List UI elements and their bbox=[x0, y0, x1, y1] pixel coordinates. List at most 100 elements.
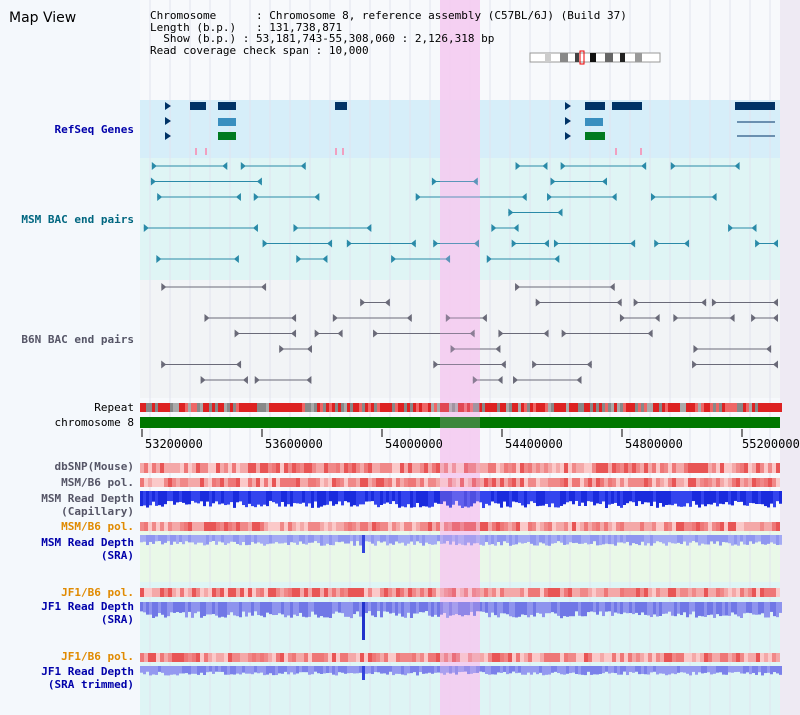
msm-b6-pol-2-label[interactable]: MSM/B6 pol. bbox=[61, 520, 134, 533]
depth-bar bbox=[707, 666, 710, 673]
heat-cell bbox=[188, 478, 192, 487]
depth-bar bbox=[185, 666, 188, 674]
depth-bar bbox=[335, 535, 338, 542]
depth-bar bbox=[440, 666, 443, 674]
heat-cell bbox=[316, 463, 320, 473]
heat-cell bbox=[372, 522, 376, 531]
depth-bar bbox=[515, 666, 518, 674]
heat-cell bbox=[252, 522, 256, 531]
depth-bar bbox=[578, 666, 581, 675]
depth-bar bbox=[203, 491, 206, 507]
depth-bar bbox=[317, 666, 320, 674]
heat-cell bbox=[236, 478, 240, 487]
heat-cell bbox=[156, 653, 160, 662]
depth-bar bbox=[407, 602, 410, 613]
heat-cell bbox=[400, 653, 404, 662]
jf1-depth-trimmed-label[interactable]: JF1 Read Depth (SRA trimmed) bbox=[41, 665, 134, 691]
depth-bar bbox=[302, 491, 305, 503]
dbsnp-label[interactable]: dbSNP(Mouse) bbox=[54, 460, 134, 473]
jf1-depth-sra-label[interactable]: JF1 Read Depth (SRA) bbox=[41, 600, 134, 626]
depth-bar bbox=[725, 535, 728, 543]
depth-bar bbox=[671, 666, 674, 674]
depth-bar bbox=[218, 666, 221, 672]
jf1-b6-pol-label[interactable]: JF1/B6 pol. bbox=[61, 586, 134, 599]
depth-bar bbox=[194, 666, 197, 674]
repeat-segment bbox=[248, 403, 251, 412]
depth-bar bbox=[200, 666, 203, 673]
depth-bar bbox=[557, 535, 560, 542]
repeat-segment bbox=[638, 403, 641, 412]
depth-bar bbox=[377, 602, 380, 612]
heat-cell bbox=[532, 478, 536, 487]
heat-cell bbox=[720, 653, 724, 662]
depth-bar bbox=[629, 491, 632, 502]
heat-cell bbox=[480, 653, 484, 662]
heat-cell bbox=[152, 588, 156, 597]
repeat-segment bbox=[422, 403, 425, 412]
heat-cell bbox=[472, 522, 476, 531]
depth-bar bbox=[152, 535, 155, 544]
depth-bar bbox=[212, 535, 215, 542]
heat-cell bbox=[180, 588, 184, 597]
heat-cell bbox=[180, 522, 184, 531]
depth-bar bbox=[512, 535, 515, 545]
depth-bar bbox=[413, 491, 416, 508]
b6n-bac-label[interactable]: B6N BAC end pairs bbox=[21, 333, 134, 346]
heat-cell bbox=[660, 463, 664, 473]
repeat-segment bbox=[296, 403, 299, 412]
repeat-segment bbox=[419, 403, 422, 412]
depth-bar bbox=[740, 491, 743, 502]
depth-bar bbox=[230, 666, 233, 675]
repeat-segment bbox=[260, 403, 263, 412]
heat-cell bbox=[216, 588, 220, 597]
repeat-segment bbox=[650, 403, 653, 412]
depth-bar bbox=[680, 666, 683, 673]
heat-cell bbox=[288, 463, 292, 473]
heat-cell bbox=[760, 522, 764, 531]
repeat-segment bbox=[740, 403, 743, 412]
depth-bar bbox=[704, 666, 707, 673]
heat-cell bbox=[204, 588, 208, 597]
msm-b6-pol-label[interactable]: MSM/B6 pol. bbox=[61, 476, 134, 489]
repeat-segment bbox=[221, 403, 224, 412]
depth-bar bbox=[578, 535, 581, 544]
depth-bar bbox=[422, 491, 425, 507]
depth-bar bbox=[266, 666, 269, 675]
msm-bac-label[interactable]: MSM BAC end pairs bbox=[21, 213, 134, 226]
heat-cell bbox=[256, 522, 260, 531]
repeat-segment bbox=[329, 403, 332, 412]
heat-cell bbox=[184, 588, 188, 597]
heat-cell bbox=[452, 653, 456, 662]
depth-bar bbox=[335, 602, 338, 612]
depth-bar bbox=[179, 535, 182, 543]
heat-cell bbox=[748, 463, 752, 473]
heat-cell bbox=[776, 588, 780, 597]
heat-cell bbox=[320, 463, 324, 473]
heat-cell bbox=[480, 588, 484, 597]
heat-cell bbox=[376, 463, 380, 473]
b6n-bac-pair-end bbox=[373, 329, 379, 338]
refseq-genes-label[interactable]: RefSeq Genes bbox=[54, 123, 134, 136]
msm-depth-sra-label[interactable]: MSM Read Depth (SRA) bbox=[41, 536, 134, 562]
repeat-segment bbox=[707, 403, 710, 412]
repeat-segment bbox=[194, 403, 197, 412]
b6n-bac-pair-end bbox=[314, 329, 320, 338]
repeat-segment bbox=[587, 403, 590, 412]
repeat-segment bbox=[413, 403, 416, 412]
depth-bar bbox=[371, 602, 374, 616]
depth-bar bbox=[179, 602, 182, 613]
jf1-b6-pol-2-label[interactable]: JF1/B6 pol. bbox=[61, 650, 134, 663]
msm-depth-capillary-label[interactable]: MSM Read Depth (Capillary) bbox=[41, 492, 134, 518]
depth-bar bbox=[161, 491, 164, 507]
heat-cell bbox=[540, 588, 544, 597]
repeat-segment bbox=[566, 403, 569, 412]
depth-bar bbox=[512, 666, 515, 672]
heat-cell bbox=[704, 463, 708, 473]
depth-bar bbox=[158, 535, 161, 542]
depth-bar bbox=[185, 535, 188, 542]
msm-bac-pair-end bbox=[515, 162, 521, 170]
heat-cell bbox=[296, 463, 300, 473]
repeat-segment bbox=[743, 403, 746, 412]
heat-cell bbox=[608, 653, 612, 662]
